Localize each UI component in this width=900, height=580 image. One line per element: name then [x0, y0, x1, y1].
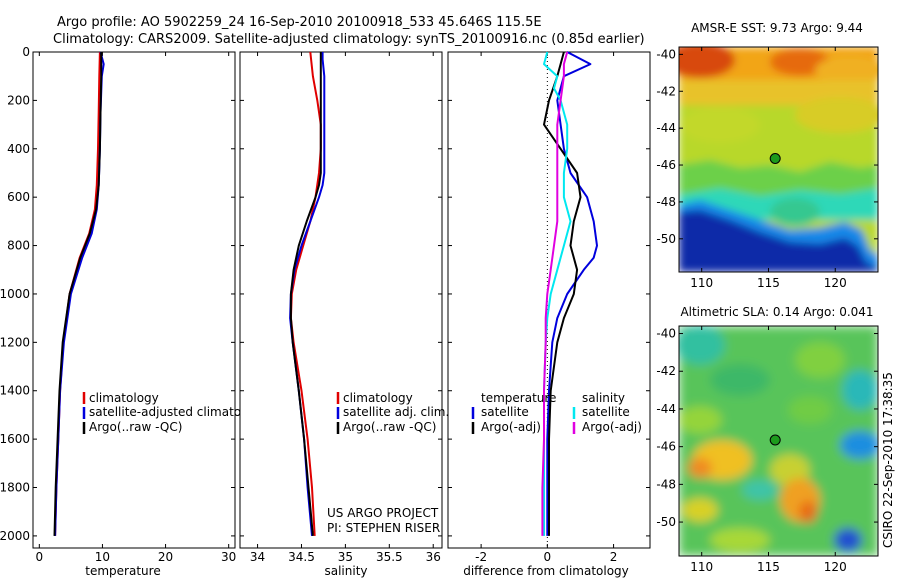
project-line2: PI: STEPHEN RISER	[327, 521, 440, 535]
series-line-argo-raw-qc	[289, 52, 322, 536]
legend-label-satellite-adj: satellite adj. clim.	[343, 405, 449, 419]
difference-panel: -2 0 2 difference from climatology tempera…	[447, 51, 651, 578]
map-lon-label: 115	[757, 560, 780, 574]
difference-legend: temperature satellite Argo(-adj) salinit…	[471, 391, 642, 434]
map-lat-label: -48	[656, 195, 676, 209]
sst-map-title: AMSR-E SST: 9.73 Argo: 9.44	[691, 21, 863, 35]
salinity-series	[289, 51, 326, 536]
temperature-series	[53, 51, 105, 536]
map-lat-label: -40	[656, 327, 676, 341]
x-tick-label: 34.5	[288, 550, 315, 564]
depth-tick-label: 400	[7, 142, 30, 156]
series-line-temperature-satellite	[546, 51, 598, 536]
legend-label-argo: Argo(..raw -QC)	[89, 420, 182, 434]
temperature-panel: 0 200 400 600 800 1000 1200 1400 1600 1800 2000 0 1…	[0, 45, 267, 578]
series-line-climatology	[289, 51, 322, 536]
map-lon-label: 110	[690, 276, 713, 290]
map-lon-label: 120	[824, 276, 847, 290]
depth-tick-label: 2000	[0, 529, 30, 543]
sla-map-panel: Altimetric SLA: 0.14 Argo: 0.041	[656, 305, 879, 574]
salinity-legend: climatology satellite adj. clim. Argo(..…	[336, 391, 449, 434]
temperature-x-axis: 0 10 20 30	[35, 52, 236, 564]
salinity-panel: 34 34.5 35 35.5 36 salinity climatology sate…	[239, 51, 449, 578]
legend-label-sal-argo: Argo(-adj)	[582, 420, 642, 434]
legend-label-climatology: climatology	[343, 391, 413, 405]
difference-x-axis: -2 0 2	[475, 52, 617, 564]
x-tick-label: 0	[544, 550, 552, 564]
legend-label-temp-satellite: satellite	[481, 405, 529, 419]
x-tick-label: 34	[250, 550, 265, 564]
sst-map-frame	[678, 46, 879, 273]
map-lat-label: -40	[656, 47, 676, 61]
temperature-legend: climatology satellite-adjusted climatolo…	[82, 391, 267, 434]
map-lon-label: 110	[690, 560, 713, 574]
depth-tick-label: 1000	[0, 287, 30, 301]
series-line-argo-raw-qc	[53, 52, 103, 536]
map-lat-label: -50	[656, 515, 676, 529]
temperature-axes-box	[32, 51, 236, 549]
sst-map-field	[679, 47, 878, 272]
salinity-axes-box	[239, 51, 443, 549]
depth-tick-label: 0	[22, 45, 30, 59]
legend-label-sal-satellite: satellite	[582, 405, 630, 419]
salinity-y-ticks	[240, 51, 442, 537]
map-lon-label: 115	[757, 276, 780, 290]
depth-axis: 0 200 400 600 800 1000 1200 1400 1600 1800 2000	[0, 45, 235, 543]
x-tick-label: 2	[610, 550, 618, 564]
x-tick-label: 35	[338, 550, 353, 564]
sla-map-axes: 110 115 120 -40 -42 -44 -46 -48 -50	[656, 326, 878, 574]
map-lat-label: -46	[656, 158, 676, 172]
map-lat-label: -50	[656, 232, 676, 246]
map-lon-label: 120	[824, 560, 847, 574]
difference-series	[541, 51, 598, 536]
depth-tick-label: 1400	[0, 384, 30, 398]
temperature-xlabel: temperature	[85, 564, 160, 578]
sst-argo-location-marker	[769, 153, 781, 164]
sla-map-field	[679, 326, 878, 556]
depth-tick-label: 800	[7, 239, 30, 253]
depth-tick-label: 1200	[0, 335, 30, 349]
depth-tick-label: 600	[7, 190, 30, 204]
x-tick-label: -2	[475, 550, 487, 564]
depth-tick-label: 1800	[0, 481, 30, 495]
difference-y-ticks	[448, 51, 650, 537]
map-lat-label: -44	[656, 121, 676, 135]
x-tick-label: 30	[221, 550, 236, 564]
salinity-xlabel: salinity	[324, 564, 367, 578]
series-line-temperature-argo-adj	[543, 51, 582, 536]
series-line-salinity-argo-adj	[541, 51, 569, 536]
x-tick-label: 10	[95, 550, 110, 564]
legend-label-satellite-adjusted: satellite-adjusted climatology	[89, 405, 267, 419]
legend-title-temperature: temperature	[481, 391, 556, 405]
x-tick-label: 20	[158, 550, 173, 564]
sla-argo-location-marker	[769, 434, 781, 446]
map-lat-label: -42	[656, 364, 676, 378]
credit-text: CSIRO 22-Sep-2010 17:38:35	[881, 372, 895, 548]
salinity-x-axis: 34 34.5 35 35.5 36	[250, 52, 441, 564]
sst-map-panel: AMSR-E SST: 9.73 Argo: 9.44 110 115 120 -40	[656, 21, 879, 290]
figure-title-line1: Argo profile: AO 5902259_24 16-Sep-2010 …	[57, 15, 542, 30]
legend-label-argo: Argo(..raw -QC)	[343, 420, 436, 434]
map-lat-label: -48	[656, 477, 676, 491]
map-lat-label: -46	[656, 440, 676, 454]
sla-map-title: Altimetric SLA: 0.14 Argo: 0.041	[680, 305, 873, 319]
legend-label-climatology: climatology	[89, 391, 159, 405]
project-line1: US ARGO PROJECT	[327, 506, 439, 520]
map-lat-label: -44	[656, 402, 676, 416]
legend-title-salinity: salinity	[582, 391, 625, 405]
map-lat-label: -42	[656, 84, 676, 98]
sst-map-axes: 110 115 120 -40 -42 -44 -46 -48 -50	[656, 47, 878, 290]
depth-tick-label: 1600	[0, 432, 30, 446]
figure-title-line2: Climatology: CARS2009. Satellite-adjuste…	[53, 32, 645, 47]
depth-tick-label: 200	[7, 93, 30, 107]
legend-label-temp-argo: Argo(-adj)	[481, 420, 541, 434]
x-tick-label: 35.5	[376, 550, 403, 564]
x-tick-label: 36	[426, 550, 441, 564]
difference-xlabel: difference from climatology	[463, 564, 629, 578]
sla-map-frame	[678, 325, 879, 557]
x-tick-label: 0	[35, 550, 43, 564]
